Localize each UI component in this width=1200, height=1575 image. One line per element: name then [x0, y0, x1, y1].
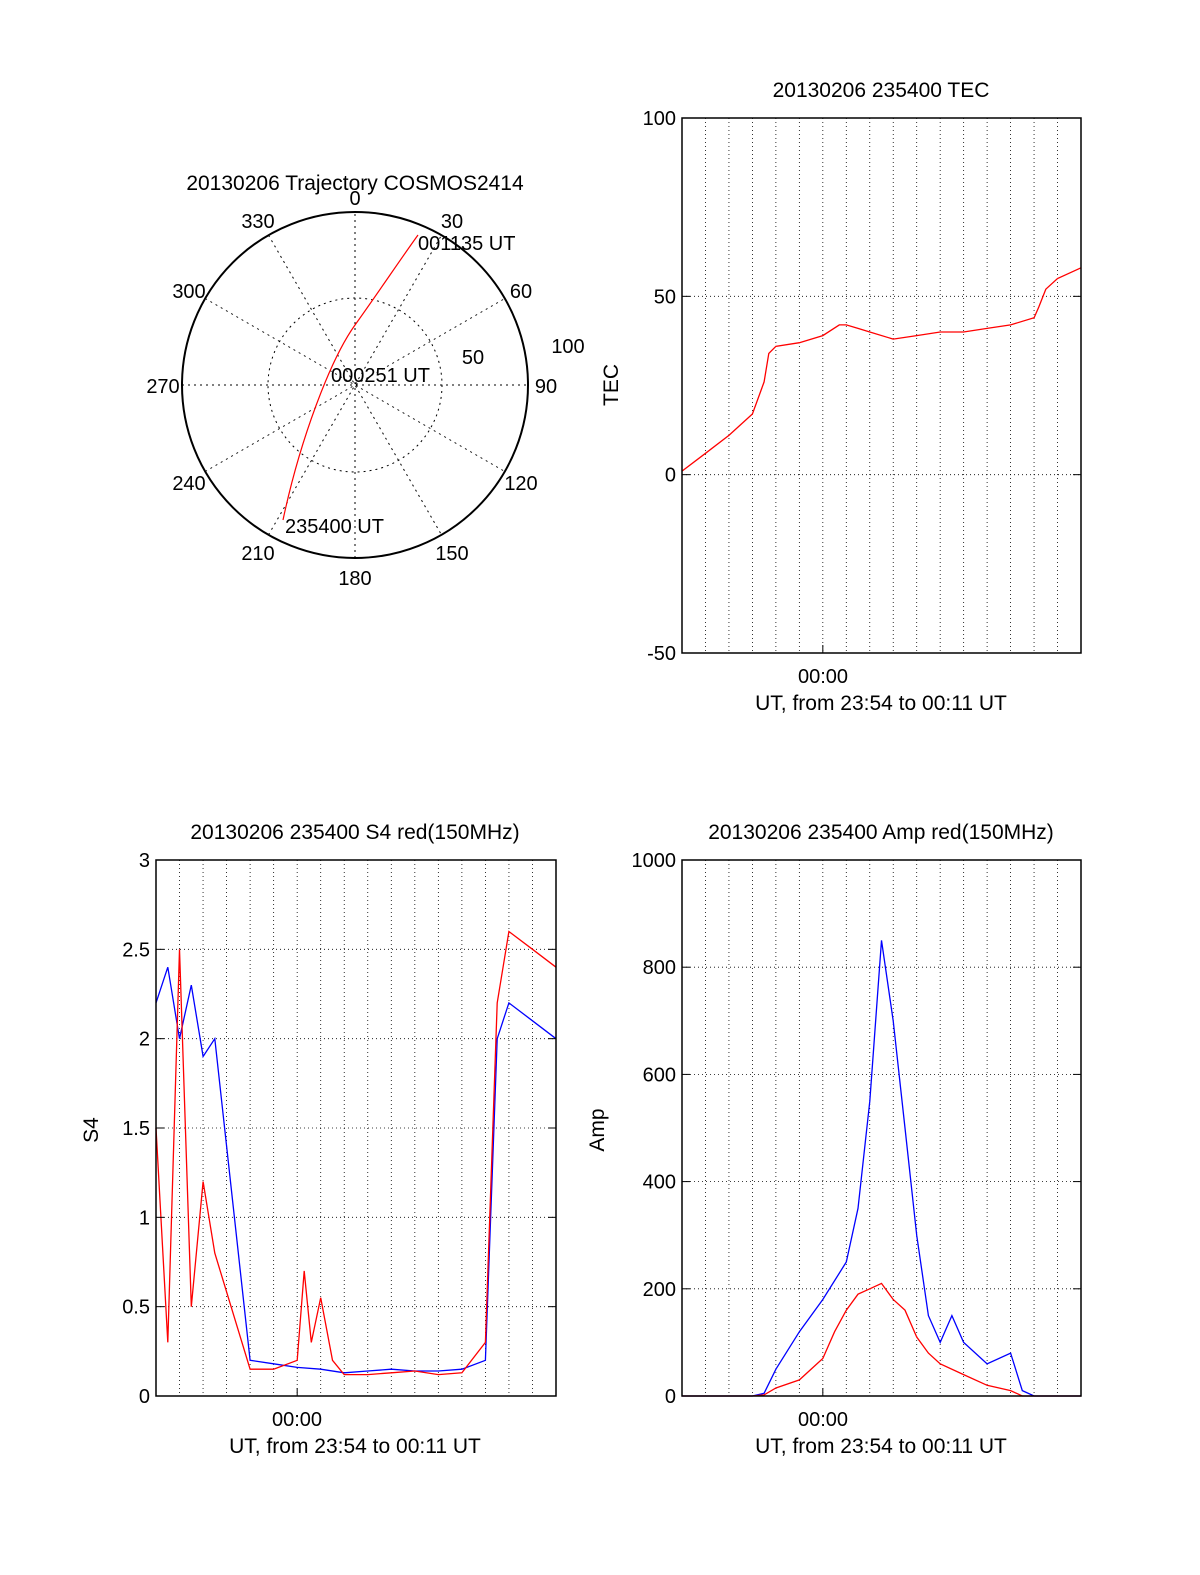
s4-y-tick-label: 2 — [139, 1029, 150, 1051]
angle-label-330: 330 — [241, 211, 274, 233]
amp-x-axis-label: UT, from 23:54 to 00:11 UT — [755, 1435, 1007, 1458]
tec-title: 20130206 235400 TEC — [773, 79, 990, 102]
angle-label-0: 0 — [349, 188, 360, 210]
s4-series — [155, 930, 557, 1376]
amp-series-0-line — [682, 940, 1081, 1397]
angle-label-60: 60 — [510, 281, 532, 303]
radius-label-50: 50 — [462, 347, 484, 369]
amp-y-tick-label: 800 — [643, 957, 676, 979]
tec-y-tick-label: 50 — [654, 286, 676, 308]
amp-y-tick-label: 0 — [665, 1386, 676, 1408]
trajectory-mid-label: 000251 UT — [331, 365, 430, 387]
s4-y-tick-label: 1 — [139, 1207, 150, 1229]
amp-y-ticks: 0 200 400 600 800 1000 — [632, 850, 1081, 1408]
amp-panel: 20130206 235400 Amp red(150MHz) 0 200 400 6… — [586, 821, 1082, 1458]
s4-y-tick-label: 0 — [139, 1386, 150, 1408]
polar-angle-labels: 0 30 60 90 120 150 180 210 240 270 300 3… — [146, 188, 557, 590]
tec-series — [681, 267, 1082, 472]
amp-y-tick-label: 200 — [643, 1279, 676, 1301]
s4-y-tick-label: 0.5 — [122, 1297, 150, 1319]
polar-spoke-120 — [204, 298, 506, 472]
s4-y-tick-label: 3 — [139, 850, 150, 872]
angle-label-30: 30 — [441, 211, 463, 233]
polar-spoke-60 — [204, 298, 506, 472]
amp-grid — [682, 860, 1081, 1396]
tec-x-axis-label: UT, from 23:54 to 00:11 UT — [755, 692, 1007, 715]
s4-series-0-line — [155, 966, 557, 1374]
amp-frame — [681, 859, 1082, 1397]
polar-spokes — [182, 212, 528, 558]
amp-title: 20130206 235400 Amp red(150MHz) — [708, 821, 1054, 844]
s4-y-tick-label: 1.5 — [122, 1118, 150, 1140]
polar-plot: 20130206 Trajectory COSMOS2414 0 30 60 9… — [146, 172, 584, 590]
s4-y-ticks: 0 0.5 1 1.5 2 2.5 3 — [122, 850, 556, 1408]
s4-title: 20130206 235400 S4 red(150MHz) — [190, 821, 519, 844]
tec-panel: 20130206 235400 TEC -50 0 50 100 00:00 UT, … — [600, 79, 1082, 715]
angle-label-120: 120 — [504, 473, 537, 495]
angle-label-150: 150 — [435, 543, 468, 565]
amp-y-axis-label: Amp — [586, 1108, 609, 1151]
trajectory-end-label: 001135 UT — [418, 233, 515, 255]
angle-label-300: 300 — [172, 281, 205, 303]
s4-y-axis-label: S4 — [80, 1117, 103, 1143]
amp-y-tick-label: 600 — [643, 1064, 676, 1086]
tec-y-tick-label: 0 — [665, 465, 676, 487]
polar-spoke-150 — [268, 234, 442, 536]
amp-y-tick-label: 1000 — [632, 850, 677, 872]
radius-label-100: 100 — [551, 336, 584, 358]
tec-y-tick-label: 100 — [643, 108, 676, 130]
tec-grid — [682, 118, 1081, 653]
polar-trajectory-track — [282, 234, 419, 521]
tec-frame — [681, 117, 1082, 654]
amp-y-tick-label: 400 — [643, 1172, 676, 1194]
polar-title: 20130206 Trajectory COSMOS2414 — [186, 172, 524, 195]
amp-series-1-line — [682, 1282, 1081, 1397]
angle-label-180: 180 — [338, 568, 371, 590]
angle-label-240: 240 — [172, 473, 205, 495]
tec-y-axis-label: TEC — [600, 364, 623, 406]
s4-x-axis-label: UT, from 23:54 to 00:11 UT — [229, 1435, 481, 1458]
amp-x-tick-label: 00:00 — [798, 1409, 848, 1431]
amp-series — [682, 940, 1081, 1397]
s4-grid — [156, 860, 556, 1396]
tec-y-ticks: -50 0 50 100 — [643, 108, 1081, 665]
polar-spoke-30 — [268, 234, 442, 536]
s4-series-1-line — [155, 930, 557, 1376]
angle-label-270: 270 — [146, 376, 179, 398]
tec-series-0-line — [681, 267, 1082, 472]
trajectory-start-label: 235400 UT — [285, 516, 384, 538]
tec-y-tick-label: -50 — [647, 643, 676, 665]
angle-label-210: 210 — [241, 543, 274, 565]
s4-panel: 20130206 235400 S4 red(150MHz) 0 0.5 1 1.5 2… — [80, 821, 557, 1458]
s4-x-tick-label: 00:00 — [272, 1409, 322, 1431]
angle-label-90: 90 — [535, 376, 557, 398]
s4-y-tick-label: 2.5 — [122, 939, 150, 961]
tec-x-tick-label: 00:00 — [798, 666, 848, 688]
